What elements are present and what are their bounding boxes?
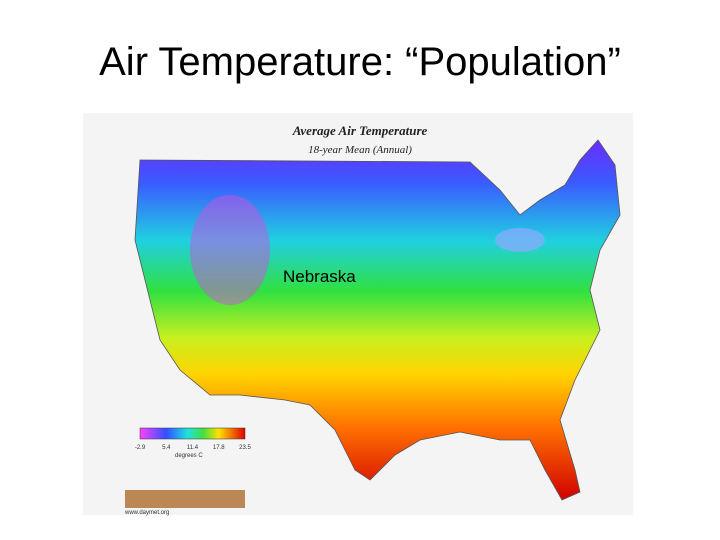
legend-tick-label: 23.5	[239, 445, 251, 451]
map-subtitle: 18-year Mean (Annual)	[308, 144, 412, 156]
legend-bar	[139, 427, 246, 440]
legend-tick-label: -2.9	[135, 445, 146, 451]
great-lakes	[495, 228, 545, 252]
legend-tick-label: 11.4	[187, 445, 199, 451]
legend-unit: degrees C	[175, 453, 203, 459]
credit: www.daymet.org	[124, 510, 169, 516]
state-label: Nebraska	[283, 267, 356, 286]
mountain-region	[190, 195, 270, 305]
map-title: Average Air Temperature	[292, 123, 428, 138]
slide-title: Air Temperature: “Population”	[99, 40, 621, 84]
legend-tick-label: 5.4	[162, 445, 171, 451]
legend-tick-label: 17.8	[213, 445, 225, 451]
logo	[125, 490, 245, 508]
